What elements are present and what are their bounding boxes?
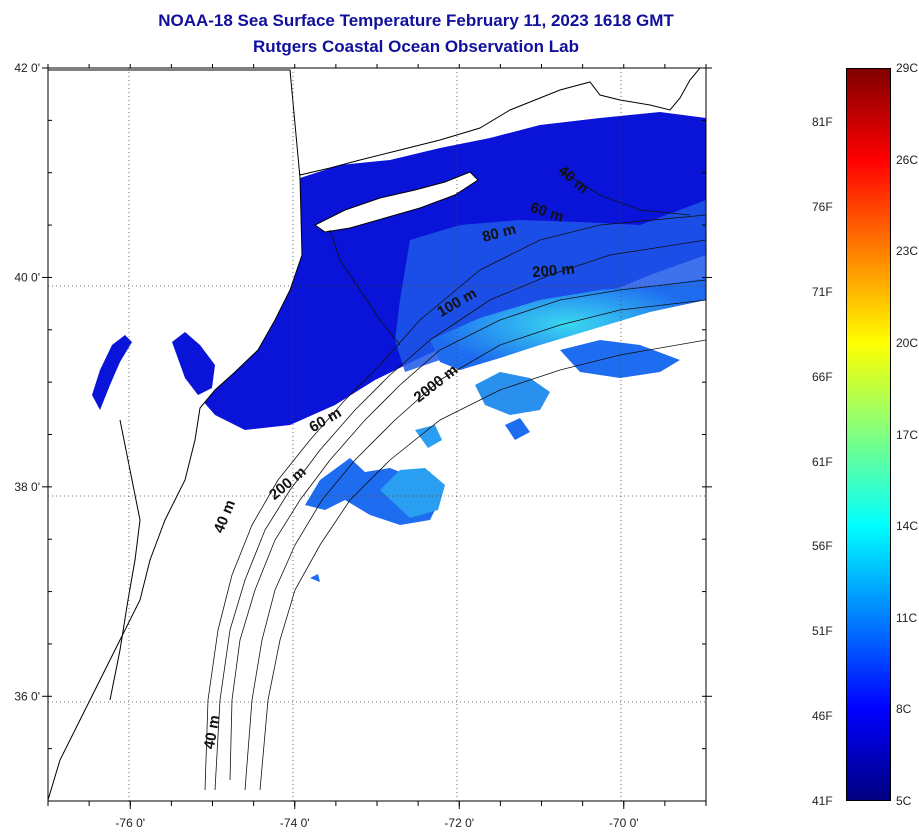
colorbar-celsius-label: 20C: [896, 335, 919, 350]
colorbar-fahrenheit-label: 56F: [812, 539, 833, 554]
long-island-land: [314, 171, 479, 233]
mid-atlantic-land: [48, 69, 303, 801]
lon-label: -72 0': [444, 816, 474, 830]
colorbar-fahrenheit-label: 81F: [812, 115, 833, 130]
colorbar-fahrenheit-label: 76F: [812, 200, 833, 215]
sst-offshore-patch-7: [310, 574, 320, 582]
graticule: [48, 68, 706, 801]
colorbar-celsius-label: 26C: [896, 152, 919, 167]
colorbar-celsius-label: 29C: [896, 61, 919, 75]
delaware-bay: [172, 332, 215, 395]
new-england-land: [48, 68, 701, 176]
axis-ticks: [42, 64, 712, 809]
lat-label: 36 0': [14, 689, 40, 703]
sst-offshore-patch-4: [560, 340, 680, 378]
lon-label: -70 0': [609, 816, 639, 830]
chesapeake-lower-outline: [109, 419, 141, 701]
map-subtitle: Rutgers Coastal Ocean Observation Lab: [253, 37, 579, 56]
sst-offshore-patch-6: [505, 418, 530, 440]
axis-tick-labels: 42 0' 40 0' 38 0' 36 0' -76 0' -74 0' -72 0' -7…: [14, 61, 638, 830]
colorbar-fahrenheit-label: 46F: [812, 709, 833, 724]
colorbar-celsius-label: 17C: [896, 427, 919, 442]
lon-label: -76 0': [115, 816, 145, 830]
colorbar-celsius-label: 23C: [896, 244, 919, 259]
colorbar-fahrenheit-label: 51F: [812, 624, 833, 639]
chesapeake-bay: [92, 335, 132, 410]
colorbar-celsius-label: 11C: [896, 610, 918, 625]
colorbar-fahrenheit-label: 71F: [812, 284, 833, 299]
colorbar-celsius-label: 5C: [896, 794, 912, 808]
contour-depth-label: 2000 m: [411, 361, 462, 406]
bathymetry-contours: [204, 169, 706, 791]
sst-offshore-patch-3: [475, 372, 550, 415]
colorbar-celsius-label: 8C: [896, 702, 912, 717]
contour-depth-label: 200 m: [532, 261, 576, 282]
colorbar-fahrenheit-label: 41F: [812, 794, 833, 808]
temperature-colorbar: [846, 68, 891, 801]
lon-label: -74 0': [280, 816, 310, 830]
map-title: NOAA-18 Sea Surface Temperature February…: [158, 11, 674, 30]
lat-label: 38 0': [14, 480, 40, 494]
sst-offshore-patch-5: [415, 425, 442, 448]
sst-warm-shelf-edge: [430, 278, 706, 370]
lat-label: 42 0': [14, 61, 40, 75]
contour-depth-label: 200 m: [266, 463, 310, 503]
colorbar-celsius-label: 14C: [896, 519, 919, 534]
lat-label: 40 0': [14, 270, 40, 284]
sst-offshore-patch-2: [380, 468, 445, 518]
colorbar-fahrenheit-label: 66F: [812, 369, 833, 384]
colorbar-fahrenheit-label: 61F: [812, 454, 833, 469]
contour-depth-label: 40 m: [201, 714, 224, 751]
contour-depth-label: 40 m: [210, 498, 239, 536]
